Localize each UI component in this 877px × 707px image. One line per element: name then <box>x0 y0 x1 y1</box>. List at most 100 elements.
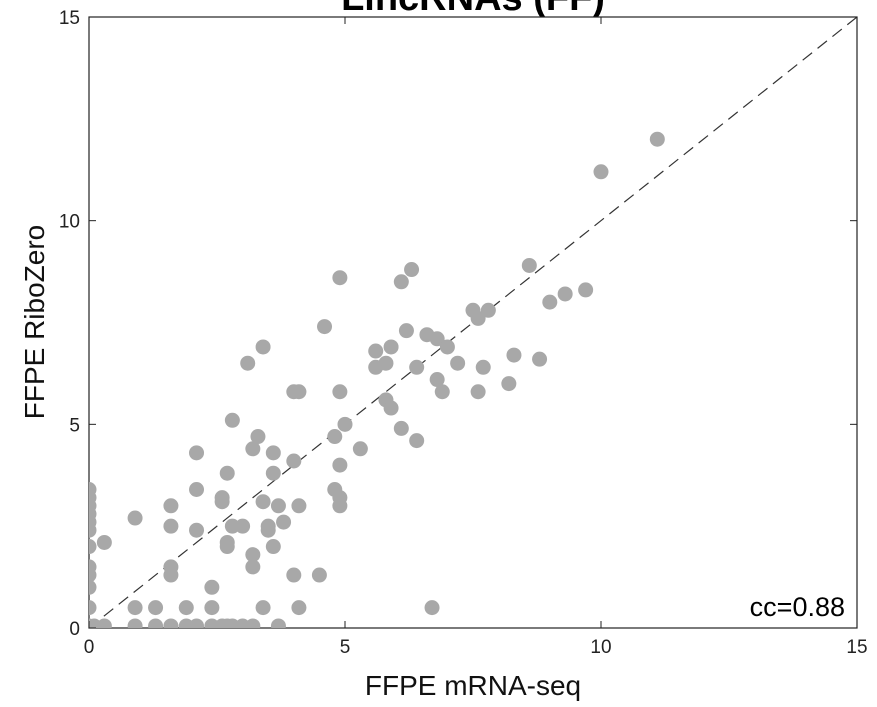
x-tick-label: 15 <box>846 637 867 658</box>
correlation-annotation: cc=0.88 <box>750 592 845 622</box>
data-point <box>265 539 281 555</box>
data-point <box>270 618 286 628</box>
data-point <box>480 302 496 318</box>
data-point <box>383 339 399 355</box>
data-point <box>429 331 445 347</box>
data-point <box>163 498 179 514</box>
data-point <box>291 498 307 514</box>
data-point <box>255 600 271 616</box>
data-point <box>189 618 205 628</box>
data-point <box>327 429 343 445</box>
data-point <box>148 618 164 628</box>
data-point <box>265 465 281 481</box>
data-point <box>240 355 256 371</box>
data-point <box>245 441 261 457</box>
data-point <box>189 482 205 498</box>
data-point <box>593 164 609 180</box>
data-point <box>235 518 251 534</box>
data-point <box>245 559 261 575</box>
reference-line-layer <box>89 17 857 628</box>
data-point <box>434 384 450 400</box>
data-point <box>89 539 97 555</box>
data-point <box>89 579 97 595</box>
x-tick-label: 10 <box>590 637 611 658</box>
data-point <box>189 445 205 461</box>
data-point <box>470 310 486 326</box>
data-point <box>506 347 522 363</box>
x-tick-label: 5 <box>340 637 351 658</box>
data-points <box>89 131 665 628</box>
data-point <box>204 600 220 616</box>
data-point <box>127 618 143 628</box>
data-point <box>250 429 266 445</box>
data-point <box>404 262 420 278</box>
data-point <box>291 384 307 400</box>
data-point <box>286 567 302 583</box>
data-point <box>96 534 112 550</box>
data-point <box>89 522 97 538</box>
data-point <box>127 600 143 616</box>
axis-ticks: 0 5 10 15 0 5 10 15 <box>59 8 868 658</box>
data-point <box>89 600 97 616</box>
data-point <box>409 433 425 449</box>
data-point <box>332 457 348 473</box>
y-tick-label: 5 <box>69 415 80 436</box>
data-point <box>89 567 97 583</box>
data-point <box>219 539 235 555</box>
data-point <box>439 339 455 355</box>
data-point <box>332 270 348 286</box>
data-point <box>352 441 368 457</box>
data-point <box>393 274 409 290</box>
data-point <box>649 131 665 147</box>
data-point <box>337 416 353 432</box>
data-point <box>409 359 425 375</box>
data-point <box>96 618 112 628</box>
data-point <box>378 355 394 371</box>
data-point <box>276 514 292 530</box>
data-point <box>127 510 143 526</box>
x-tick-label: 0 <box>84 637 95 658</box>
data-point <box>332 384 348 400</box>
data-point <box>383 400 399 416</box>
data-point <box>557 286 573 302</box>
data-point <box>224 412 240 428</box>
data-point <box>255 339 271 355</box>
identity-line <box>89 17 857 628</box>
data-point <box>332 490 348 506</box>
data-point <box>424 600 440 616</box>
data-point <box>475 359 491 375</box>
data-point <box>368 343 384 359</box>
data-point <box>163 618 179 628</box>
data-point <box>204 579 220 595</box>
data-point <box>219 465 235 481</box>
data-point <box>470 384 486 400</box>
data-point <box>311 567 327 583</box>
data-point <box>214 490 230 506</box>
data-point <box>270 498 286 514</box>
data-point <box>260 522 276 538</box>
data-point <box>393 420 409 436</box>
y-tick-label: 15 <box>59 8 80 29</box>
data-point <box>501 376 517 392</box>
chart-title: LincRNAs (FF) <box>341 0 605 19</box>
data-point <box>521 257 537 273</box>
data-point <box>163 559 179 575</box>
data-point <box>291 600 307 616</box>
data-point <box>286 453 302 469</box>
data-point <box>578 282 594 298</box>
y-axis-label: FFPE RiboZero <box>19 225 50 420</box>
y-tick-label: 10 <box>59 212 80 233</box>
data-point <box>265 445 281 461</box>
data-point <box>189 522 205 538</box>
x-axis-label: FFPE mRNA-seq <box>365 670 581 701</box>
data-point <box>163 518 179 534</box>
data-point <box>255 494 271 510</box>
data-point <box>450 355 466 371</box>
data-point <box>178 600 194 616</box>
data-point <box>317 319 333 335</box>
y-tick-label: 0 <box>69 619 80 640</box>
data-point <box>398 323 414 339</box>
data-point <box>542 294 558 310</box>
data-point <box>532 351 548 367</box>
